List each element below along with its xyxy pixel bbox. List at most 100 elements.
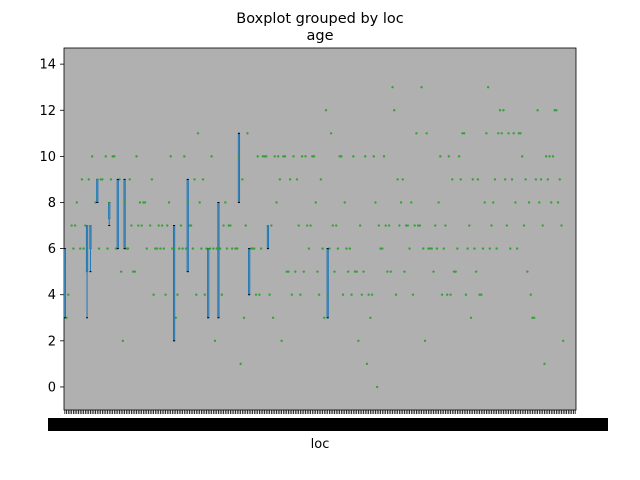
outlier-point xyxy=(532,316,536,319)
outlier-point xyxy=(411,293,415,296)
outlier-point xyxy=(377,224,381,227)
outlier-point xyxy=(169,155,172,158)
outlier-point xyxy=(483,201,486,204)
outlier-point xyxy=(362,270,365,273)
outlier-point xyxy=(254,293,258,296)
box xyxy=(123,178,126,250)
outlier-point xyxy=(352,155,355,158)
chart-title: age xyxy=(306,28,333,44)
outlier-point xyxy=(369,316,372,319)
outlier-point xyxy=(401,178,404,181)
outlier-point xyxy=(179,224,183,227)
outlier-point xyxy=(393,109,396,112)
outlier-point xyxy=(126,247,130,250)
outlier-point xyxy=(324,109,328,112)
outlier-point xyxy=(280,339,283,343)
outlier-point xyxy=(469,316,473,319)
outlier-point xyxy=(75,201,79,204)
outlier-point xyxy=(372,155,375,158)
outlier-point xyxy=(133,270,137,273)
outlier-point xyxy=(543,362,546,366)
outlier-point xyxy=(495,247,498,250)
outlier-point xyxy=(425,132,428,135)
outlier-point xyxy=(311,155,314,158)
outlier-point xyxy=(143,201,147,204)
outlier-point xyxy=(128,178,131,181)
outlier-point xyxy=(447,155,451,158)
outlier-point xyxy=(292,155,295,158)
outlier-point xyxy=(287,270,290,273)
outlier-point xyxy=(379,247,382,250)
outlier-point xyxy=(65,316,68,319)
outlier-point xyxy=(454,270,457,273)
figure-suptitle: Boxplot grouped by loc xyxy=(236,11,403,27)
outlier-point xyxy=(241,178,244,181)
outlier-point xyxy=(459,178,462,181)
outlier-point xyxy=(109,178,113,181)
outlier-point xyxy=(357,339,360,343)
outlier-point xyxy=(137,224,140,227)
outlier-point xyxy=(302,270,305,273)
x-axis-label: loc xyxy=(311,437,330,452)
outlier-point xyxy=(140,224,143,227)
plot-area xyxy=(63,47,577,411)
outlier-point xyxy=(256,155,259,158)
outlier-point xyxy=(80,178,84,181)
outlier-point xyxy=(439,155,442,158)
outlier-point xyxy=(138,201,142,204)
outlier-point xyxy=(473,247,476,250)
outlier-point xyxy=(538,201,541,204)
outlier-point xyxy=(456,247,459,250)
outlier-point xyxy=(399,201,403,204)
outlier-point xyxy=(164,293,167,296)
outlier-point xyxy=(384,224,387,227)
outlier-point xyxy=(304,155,307,158)
outlier-point xyxy=(111,155,114,158)
outlier-point xyxy=(355,270,358,273)
outlier-point xyxy=(321,247,324,250)
outlier-point xyxy=(440,293,444,296)
outlier-point xyxy=(212,247,215,250)
outlier-point xyxy=(314,201,317,204)
outlier-point xyxy=(517,132,521,135)
outlier-point xyxy=(200,247,203,250)
outlier-point xyxy=(230,247,234,250)
outlier-point xyxy=(353,270,357,273)
outlier-point xyxy=(480,293,483,296)
outlier-point xyxy=(106,247,109,250)
outlier-point xyxy=(189,224,193,227)
outlier-point xyxy=(509,247,512,250)
outlier-point xyxy=(515,247,519,250)
outlier-point xyxy=(104,155,108,158)
outlier-point xyxy=(300,155,304,158)
outlier-point xyxy=(505,224,509,227)
outlier-point xyxy=(208,247,212,250)
outlier-point xyxy=(544,155,548,158)
outlier-point xyxy=(343,201,346,204)
outlier-point xyxy=(178,247,181,250)
outlier-point xyxy=(493,178,497,181)
outlier-point xyxy=(181,247,184,250)
outlier-point xyxy=(97,247,101,250)
outlier-point xyxy=(145,247,148,250)
outlier-point xyxy=(171,247,174,250)
outlier-point xyxy=(492,201,495,204)
outlier-point xyxy=(246,132,249,135)
outlier-point xyxy=(556,201,560,204)
outlier-point xyxy=(114,247,118,250)
outlier-point xyxy=(198,201,201,204)
outlier-point xyxy=(522,224,526,227)
outlier-point xyxy=(403,270,406,273)
outlier-point xyxy=(536,109,539,112)
outlier-point xyxy=(135,155,138,158)
outlier-point xyxy=(434,224,437,227)
outlier-point xyxy=(84,224,87,227)
outlier-point xyxy=(166,224,169,227)
outlier-point xyxy=(548,155,551,158)
outlier-point xyxy=(387,224,391,227)
outlier-point xyxy=(227,224,230,227)
outlier-point xyxy=(249,247,253,250)
outlier-point xyxy=(312,155,316,158)
outlier-point xyxy=(184,247,188,250)
outlier-point xyxy=(316,270,319,273)
